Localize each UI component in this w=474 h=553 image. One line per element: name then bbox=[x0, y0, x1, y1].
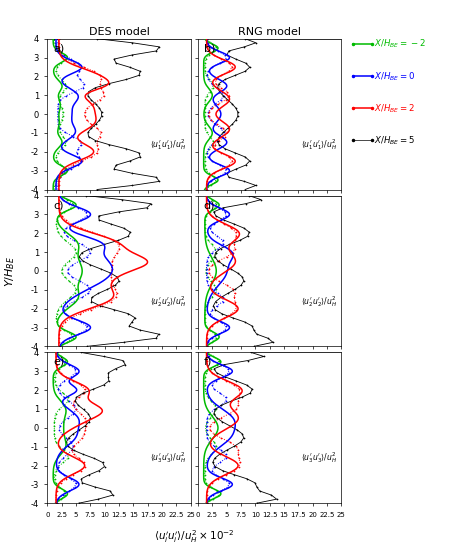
Text: $\langle u_3^{\prime}u_3^{\prime}\rangle/u_H^2$: $\langle u_3^{\prime}u_3^{\prime}\rangle… bbox=[301, 451, 337, 466]
Text: $\langle u_1^{\prime}u_1^{\prime}\rangle/u_H^2$: $\langle u_1^{\prime}u_1^{\prime}\rangle… bbox=[301, 137, 337, 152]
Text: $\langle u_i^{\prime}u_i^{\prime}\rangle/u_H^2 \times 10^{-2}$: $\langle u_i^{\prime}u_i^{\prime}\rangle… bbox=[154, 528, 235, 545]
Text: $\langle u_2^{\prime}u_2^{\prime}\rangle/u_H^2$: $\langle u_2^{\prime}u_2^{\prime}\rangle… bbox=[301, 294, 337, 309]
Text: $X/H_{BE} = 5$: $X/H_{BE} = 5$ bbox=[374, 134, 416, 147]
Text: e): e) bbox=[53, 357, 64, 367]
Text: $Y/H_{BE}$: $Y/H_{BE}$ bbox=[3, 255, 18, 286]
Text: f): f) bbox=[204, 357, 212, 367]
Title: RNG model: RNG model bbox=[238, 27, 301, 36]
Text: $\langle u_3^{\prime}u_3^{\prime}\rangle/u_H^2$: $\langle u_3^{\prime}u_3^{\prime}\rangle… bbox=[150, 451, 186, 466]
Text: b): b) bbox=[204, 43, 215, 53]
Text: a): a) bbox=[53, 43, 64, 53]
Text: c): c) bbox=[53, 200, 64, 210]
Title: DES model: DES model bbox=[89, 27, 149, 36]
Text: d): d) bbox=[204, 200, 215, 210]
Text: $\langle u_2^{\prime}u_2^{\prime}\rangle/u_H^2$: $\langle u_2^{\prime}u_2^{\prime}\rangle… bbox=[150, 294, 186, 309]
Text: $X/H_{BE} = -2$: $X/H_{BE} = -2$ bbox=[374, 38, 426, 50]
Text: $X/H_{BE} = 0$: $X/H_{BE} = 0$ bbox=[374, 70, 416, 82]
Text: $\langle u_1^{\prime}u_1^{\prime}\rangle/u_H^2$: $\langle u_1^{\prime}u_1^{\prime}\rangle… bbox=[150, 137, 186, 152]
Text: $X/H_{BE} = 2$: $X/H_{BE} = 2$ bbox=[374, 102, 416, 114]
